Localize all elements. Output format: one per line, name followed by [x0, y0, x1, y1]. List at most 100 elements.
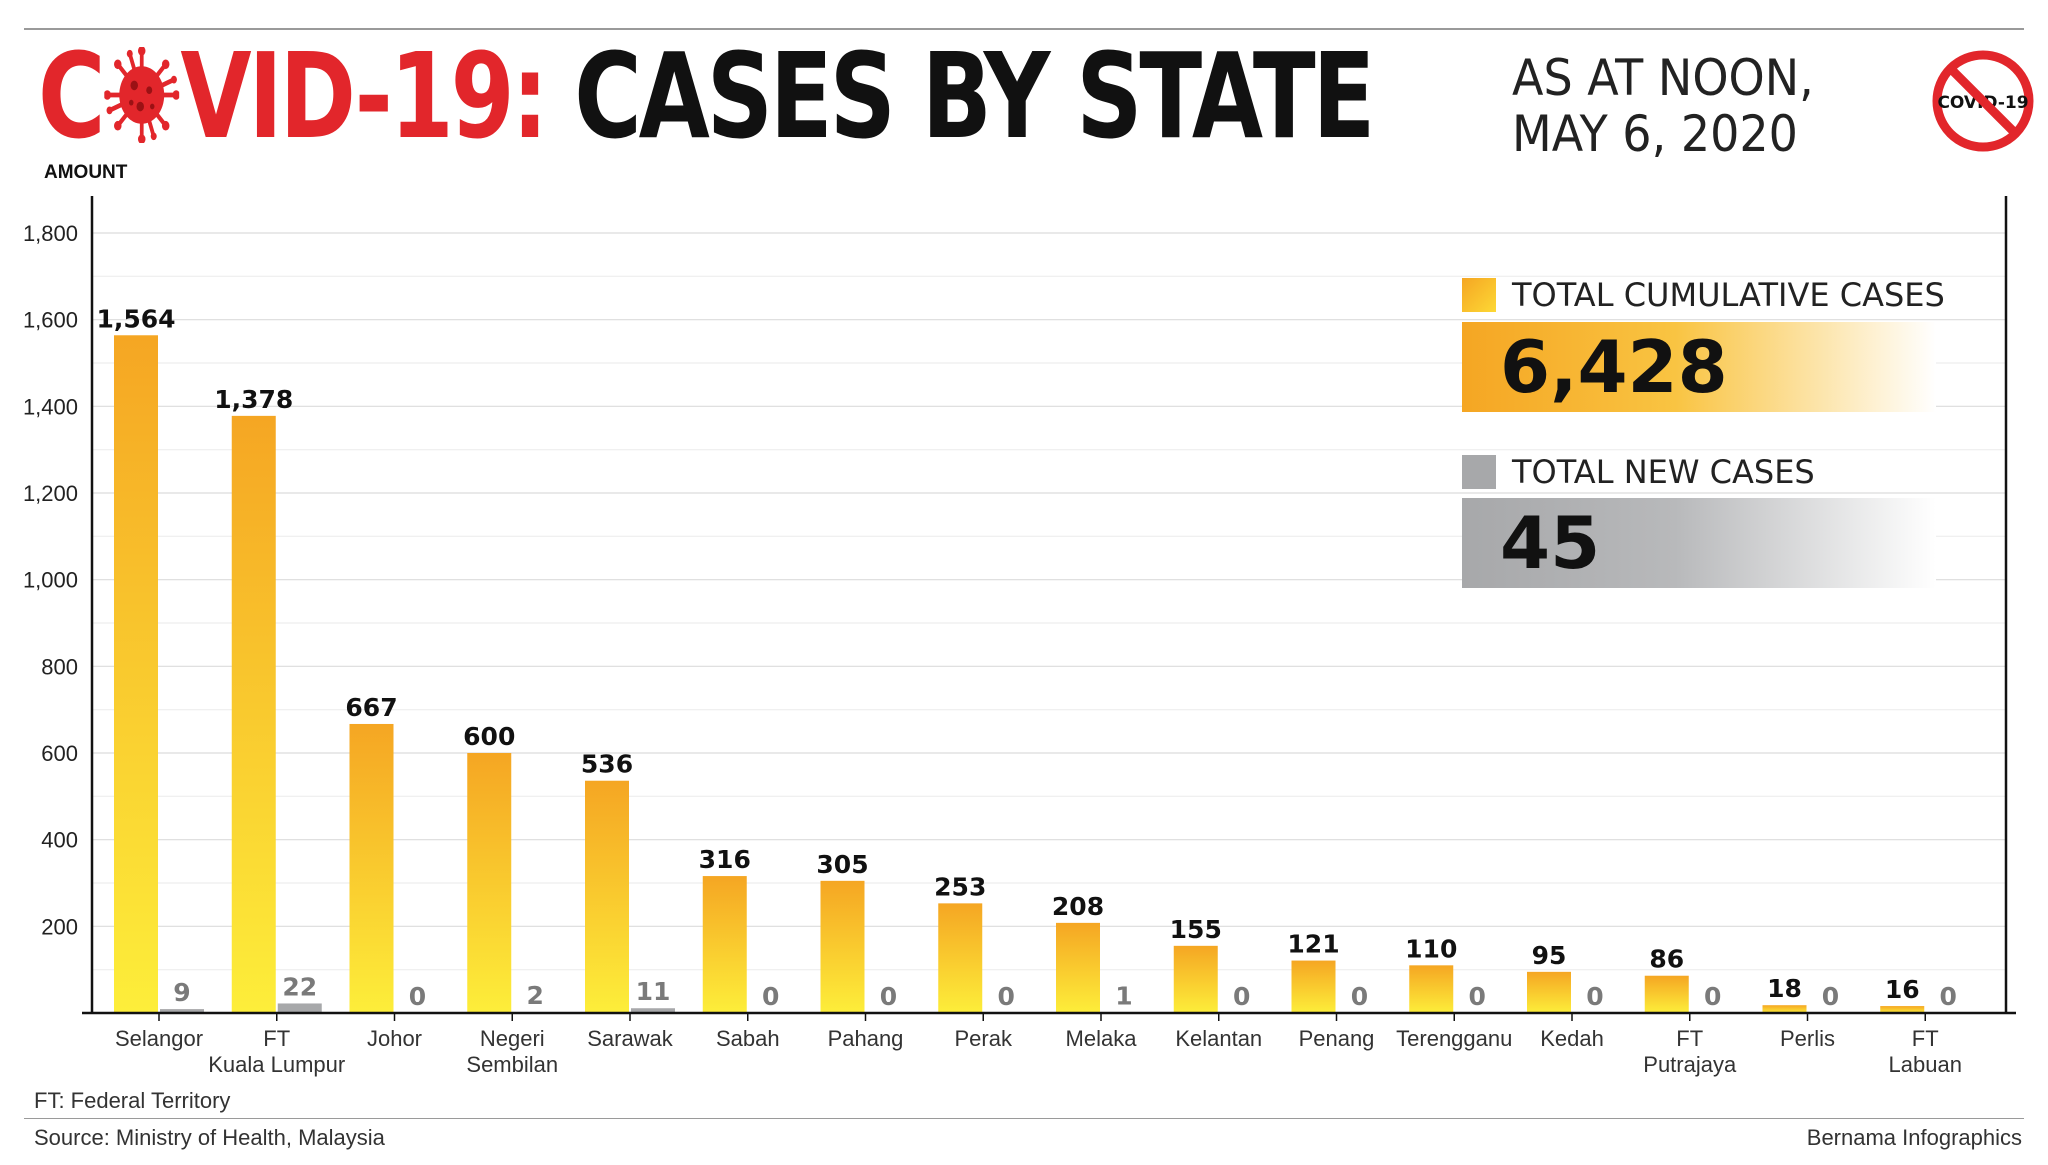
- data-label-cumulative: 316: [699, 845, 751, 874]
- data-label-new: 0: [409, 982, 426, 1011]
- bar-cumulative: [349, 723, 394, 1013]
- data-label-new: 11: [636, 977, 671, 1006]
- y-tick-label: 1,000: [23, 568, 78, 593]
- source-note: Source: Ministry of Health, Malaysia: [34, 1125, 385, 1150]
- data-label-new: 9: [173, 978, 190, 1007]
- x-tick-label: Melaka: [1066, 1026, 1138, 1051]
- bar-cumulative: [231, 415, 276, 1013]
- y-tick-label: 200: [41, 914, 78, 939]
- bar-cumulative: [938, 903, 983, 1013]
- x-tick-label: FT: [1676, 1026, 1703, 1051]
- bar-cumulative: [585, 780, 629, 1013]
- data-label-new: 0: [998, 982, 1015, 1011]
- data-label-cumulative: 305: [816, 850, 868, 879]
- new-total-value: 45: [1500, 501, 1601, 585]
- bar-cumulative: [467, 753, 512, 1013]
- new-total-box: [1462, 498, 1936, 588]
- data-label-new: 0: [880, 982, 897, 1011]
- title-red-rest: VID-19:: [180, 27, 548, 165]
- bar-cumulative: [1291, 960, 1336, 1013]
- as-at-line2: MAY 6, 2020: [1512, 105, 1798, 163]
- x-tick-label: Penang: [1299, 1026, 1375, 1051]
- bar-cumulative: [1880, 1006, 1925, 1013]
- bottom-rule: [24, 1118, 2024, 1119]
- y-tick-label: 600: [41, 741, 78, 766]
- data-label-cumulative: 18: [1767, 974, 1802, 1003]
- data-label-cumulative: 208: [1052, 892, 1104, 921]
- data-label-new: 0: [1822, 982, 1839, 1011]
- x-tick-label: Putrajaya: [1643, 1052, 1737, 1077]
- data-label-new: 0: [1704, 982, 1721, 1011]
- cumulative-total-box: [1462, 322, 1936, 412]
- data-label-cumulative: 1,378: [214, 385, 293, 414]
- bar-cumulative: [1409, 965, 1454, 1013]
- x-tick-label: Negeri: [480, 1026, 545, 1051]
- credit-note: Bernama Infographics: [1806, 1125, 2022, 1150]
- x-tick-label: Johor: [367, 1026, 422, 1051]
- data-label-new: 0: [1940, 982, 1957, 1011]
- data-label-new: 0: [762, 982, 779, 1011]
- data-label-cumulative: 155: [1170, 915, 1222, 944]
- title-black: CASES BY STATE: [545, 27, 1375, 165]
- data-label-cumulative: 16: [1885, 975, 1920, 1004]
- data-label-cumulative: 253: [934, 872, 986, 901]
- y-tick-label: 400: [41, 828, 78, 853]
- x-tick-label: Terengganu: [1396, 1026, 1512, 1051]
- x-tick-label: Sembilan: [466, 1052, 558, 1077]
- x-tick-label: Kuala Lumpur: [208, 1052, 345, 1077]
- data-label-new: 1: [1115, 982, 1132, 1011]
- no-covid-icon: COVID-19: [1932, 50, 2034, 152]
- x-tick-label: Selangor: [115, 1026, 203, 1051]
- bar-cumulative: [1644, 975, 1689, 1013]
- x-tick-label: Sarawak: [587, 1026, 674, 1051]
- x-tick-label: Labuan: [1889, 1052, 1962, 1077]
- y-axis-title: AMOUNT: [44, 162, 128, 183]
- cumulative-total-value: 6,428: [1500, 325, 1728, 409]
- data-label-new: 0: [1469, 982, 1486, 1011]
- top-rule: [24, 28, 2024, 30]
- x-tick-label: Perlis: [1780, 1026, 1835, 1051]
- data-label-cumulative: 536: [581, 750, 633, 779]
- legend-label-cumulative: TOTAL CUMULATIVE CASES: [1512, 276, 1945, 314]
- data-label-new: 2: [527, 981, 544, 1010]
- data-label-cumulative: 667: [345, 693, 397, 722]
- data-label-cumulative: 121: [1287, 930, 1339, 959]
- y-tick-label: 1,800: [23, 221, 78, 246]
- page-title: C VID-19: CASES BY STATE: [38, 36, 1375, 156]
- data-label-new: 22: [282, 972, 317, 1001]
- data-label-cumulative: 600: [463, 722, 515, 751]
- data-label-cumulative: 95: [1532, 941, 1567, 970]
- data-label-cumulative: 86: [1649, 945, 1684, 974]
- x-tick-label: Kedah: [1540, 1026, 1604, 1051]
- legend-swatch-new: [1462, 455, 1496, 489]
- as-at-date: AS AT NOON, MAY 6, 2020: [1512, 50, 1814, 162]
- as-at-line1: AS AT NOON,: [1512, 49, 1814, 107]
- bar-cumulative: [1527, 971, 1571, 1013]
- x-tick-label: Perak: [955, 1026, 1013, 1051]
- bar-cumulative: [702, 876, 747, 1013]
- x-tick-label: FT: [263, 1026, 290, 1051]
- bar-new: [277, 1003, 322, 1013]
- data-label-cumulative: 110: [1405, 934, 1457, 963]
- legend-label-new: TOTAL NEW CASES: [1512, 453, 1815, 491]
- y-tick-label: 1,200: [23, 481, 78, 506]
- x-tick-label: FT: [1912, 1026, 1939, 1051]
- bar-new: [160, 1009, 204, 1013]
- bar-cumulative: [114, 335, 158, 1013]
- bar-cumulative: [1762, 1005, 1807, 1013]
- coronavirus-icon: [103, 47, 179, 143]
- legend-swatch-cumulative: [1462, 278, 1496, 312]
- y-tick-label: 1,400: [23, 394, 78, 419]
- ft-footnote: FT: Federal Territory: [34, 1088, 231, 1113]
- x-tick-label: Kelantan: [1175, 1026, 1262, 1051]
- data-label-new: 0: [1586, 982, 1603, 1011]
- bar-cumulative: [820, 880, 865, 1013]
- y-tick-label: 1,600: [23, 308, 78, 333]
- x-tick-label: Sabah: [716, 1026, 780, 1051]
- bar-cumulative: [1173, 945, 1218, 1013]
- y-tick-label: 800: [41, 654, 78, 679]
- data-label-new: 0: [1233, 982, 1250, 1011]
- bar-cumulative: [1056, 922, 1100, 1013]
- x-tick-label: Pahang: [828, 1026, 904, 1051]
- bar-new: [631, 1008, 675, 1013]
